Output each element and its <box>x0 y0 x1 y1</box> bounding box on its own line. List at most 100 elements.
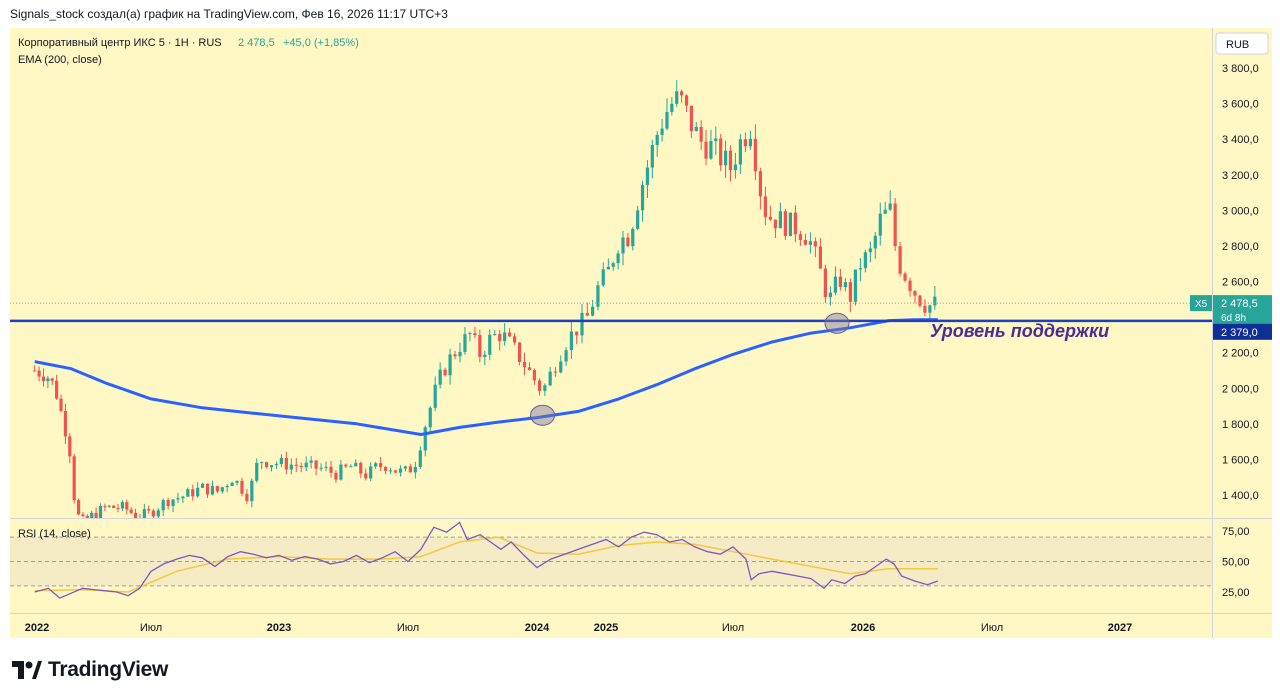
candle <box>448 348 452 385</box>
candle <box>324 461 328 472</box>
candle <box>888 190 892 212</box>
candle <box>903 271 907 283</box>
rsi-layer <box>10 521 1212 599</box>
candle <box>908 277 912 297</box>
candle <box>793 205 797 243</box>
candle <box>156 507 160 518</box>
candle <box>527 362 532 371</box>
candle <box>828 286 832 306</box>
price-tick-label: 3 000,0 <box>1222 205 1259 217</box>
candle <box>512 332 517 345</box>
candle <box>548 367 552 387</box>
candle <box>235 480 239 486</box>
symbol-badge-label: X5 <box>1195 299 1208 310</box>
candle <box>823 264 827 303</box>
candle <box>553 366 558 377</box>
price-tick-label: 3 200,0 <box>1222 170 1259 182</box>
candle <box>868 241 872 263</box>
candle <box>928 304 932 320</box>
candle <box>205 483 210 498</box>
bar-countdown: 6d 8h <box>1221 313 1246 324</box>
price-tick-label: 3 400,0 <box>1222 134 1259 146</box>
candle <box>37 366 41 382</box>
price-tick-label: 2 600,0 <box>1222 277 1259 289</box>
candle <box>171 498 175 513</box>
currency-label: RUB <box>1226 39 1249 51</box>
candle <box>215 485 219 494</box>
currency-button[interactable] <box>1215 32 1269 55</box>
candle <box>374 461 378 469</box>
time-tick-label: Июл <box>140 622 162 634</box>
legend-last-price: 2 478,5 <box>238 37 275 49</box>
candle <box>753 124 757 181</box>
time-axis[interactable]: 2022 Июл 2023 Июл 2024 2025 Июл 2026 Июл 2027 <box>25 622 1132 634</box>
candle <box>403 465 408 472</box>
time-tick-label: Июл <box>981 622 1003 634</box>
candle <box>650 139 654 179</box>
candle <box>898 241 902 277</box>
candle <box>453 350 457 360</box>
candle <box>714 126 718 155</box>
candle <box>493 330 497 336</box>
price-axis[interactable]: 3 800,0 3 600,0 3 400,0 3 200,0 3 000,0 2 800… <box>1222 63 1259 502</box>
candle <box>423 425 427 457</box>
legend-rsi[interactable]: RSI (14, close) <box>18 528 91 540</box>
candle <box>274 461 279 469</box>
candle <box>147 505 151 514</box>
time-tick-label: 2023 <box>267 622 291 634</box>
touch-markers <box>530 312 850 426</box>
price-tick-label: 1 600,0 <box>1222 454 1259 466</box>
candle <box>803 233 807 246</box>
candle <box>129 507 133 515</box>
candle <box>913 289 917 304</box>
candle <box>289 458 293 475</box>
candle <box>564 347 568 366</box>
candle <box>383 465 388 475</box>
candle <box>768 205 772 221</box>
candle <box>269 464 274 472</box>
candle <box>748 130 752 151</box>
candle <box>483 350 487 366</box>
candle <box>580 304 584 344</box>
candle <box>59 394 63 413</box>
candle <box>728 145 733 182</box>
candle <box>94 507 98 518</box>
candle <box>319 463 323 472</box>
candle <box>675 80 679 108</box>
candle <box>640 180 645 222</box>
candle <box>670 97 674 116</box>
legend-ema[interactable]: EMA (200, close) <box>18 54 102 66</box>
candle <box>200 482 205 489</box>
candle <box>611 261 615 271</box>
time-tick-label: Июл <box>397 622 419 634</box>
candle <box>359 461 363 478</box>
rsi-ma-line <box>34 536 938 593</box>
candle <box>783 208 787 240</box>
candle <box>418 446 422 470</box>
rsi-axis[interactable]: 75,00 50,00 25,00 <box>1222 526 1250 599</box>
candle <box>344 463 348 468</box>
tradingview-logo-text: TradingView <box>48 658 169 681</box>
support-annotation[interactable]: Уровень поддержки <box>930 321 1109 341</box>
candle <box>220 486 224 494</box>
candle <box>458 342 462 363</box>
legend-symbol[interactable]: Корпоративный центр ИКС 5 · 1Н · RUS <box>18 37 222 49</box>
time-axis-background <box>10 613 1212 638</box>
candle <box>314 459 318 476</box>
candle <box>98 503 103 518</box>
candle <box>186 487 190 497</box>
candle <box>559 355 563 374</box>
candle <box>488 329 492 361</box>
candle <box>161 498 165 517</box>
candle <box>379 456 383 472</box>
legend-change: +45,0 (+1,85%) <box>283 37 359 49</box>
candle <box>443 367 447 377</box>
tradingview-logo[interactable]: TradingView <box>12 657 168 683</box>
ema-line <box>34 318 938 436</box>
candle <box>81 512 85 518</box>
rsi-band <box>10 537 1212 586</box>
time-tick-label: 2027 <box>1108 622 1132 634</box>
candle <box>294 457 298 473</box>
price-tick-label: 1 800,0 <box>1222 419 1259 431</box>
